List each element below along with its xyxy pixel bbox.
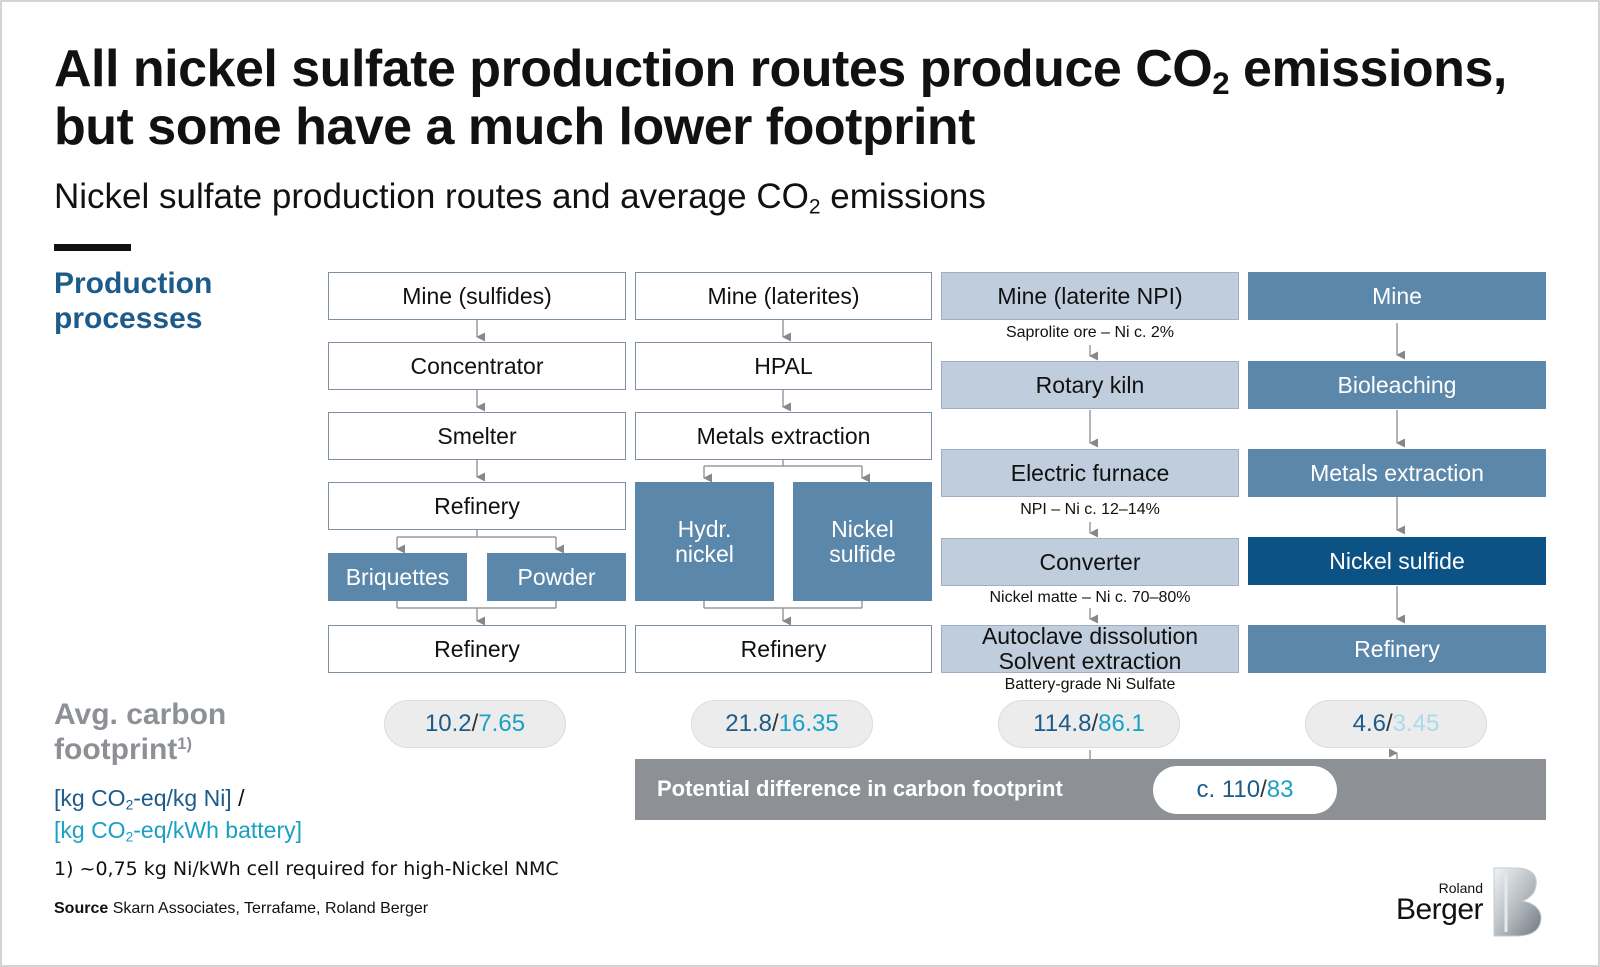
step-briquettes: Briquettes xyxy=(328,553,467,601)
step-mine-laterites: Mine (laterites) xyxy=(635,272,932,320)
footprint-sulfides: 10.2 / 7.65 xyxy=(384,700,566,748)
source-note: Source Skarn Associates, Terrafame, Rola… xyxy=(54,900,429,917)
unit-kg-ni: [kg CO2-eq/kg Ni] / xyxy=(54,785,245,813)
step-rotary-kiln: Rotary kiln xyxy=(941,361,1239,409)
note-battery-grade: Battery-grade Ni Sulfate xyxy=(1004,676,1176,693)
difference-value: c. 110 / 83 xyxy=(1153,766,1337,814)
step-hydr-nickel: Hydr. nickel xyxy=(635,482,774,601)
title-divider xyxy=(54,244,131,251)
production-processes-label: Production processes xyxy=(54,267,213,335)
note-nickel-matte: Nickel matte – Ni c. 70–80% xyxy=(989,589,1191,606)
step-nickel-sulfide-laterites: Nickel sulfide xyxy=(793,482,932,601)
step-concentrator: Concentrator xyxy=(328,342,626,390)
step-refinery-sulfides-1: Refinery xyxy=(328,482,626,530)
footprint-bio: 4.6 / 3.45 xyxy=(1305,700,1487,748)
difference-bar xyxy=(635,759,1546,820)
difference-label: Potential difference in carbon footprint xyxy=(657,776,1063,801)
step-mine-laterite-npi: Mine (laterite NPI) xyxy=(941,272,1239,320)
footprint-laterites: 21.8 / 16.35 xyxy=(691,700,873,748)
step-refinery-laterites: Refinery xyxy=(635,625,932,673)
step-hpal: HPAL xyxy=(635,342,932,390)
step-converter: Converter xyxy=(941,538,1239,586)
note-saprolite-ore: Saprolite ore – Ni c. 2% xyxy=(1005,324,1175,341)
step-mine-bio: Mine xyxy=(1248,272,1546,320)
step-nickel-sulfide-bio: Nickel sulfide xyxy=(1248,537,1546,585)
step-refinery-sulfides-2: Refinery xyxy=(328,625,626,673)
berger-b-mark-icon xyxy=(1493,867,1542,937)
step-smelter: Smelter xyxy=(328,412,626,460)
page-subtitle: Nickel sulfate production routes and ave… xyxy=(54,177,986,219)
footnote: 1) ~0,75 kg Ni/kWh cell required for hig… xyxy=(54,858,559,880)
step-metals-extraction-laterites: Metals extraction xyxy=(635,412,932,460)
unit-kwh-battery: [kg CO2-eq/kWh battery] xyxy=(54,817,302,845)
step-powder: Powder xyxy=(487,553,626,601)
page-title: All nickel sulfate production routes pro… xyxy=(54,40,1507,156)
note-npi: NPI – Ni c. 12–14% xyxy=(1020,501,1160,518)
step-electric-furnace: Electric furnace xyxy=(941,449,1239,497)
step-metals-extraction-bio: Metals extraction xyxy=(1248,449,1546,497)
step-bioleaching: Bioleaching xyxy=(1248,361,1546,409)
step-refinery-bio: Refinery xyxy=(1248,625,1546,673)
footprint-npi: 114.8 / 86.1 xyxy=(998,700,1180,748)
step-mine-sulfides: Mine (sulfides) xyxy=(328,272,626,320)
avg-carbon-footprint-label: Avg. carbon footprint1) xyxy=(54,698,227,766)
step-autoclave-solvent: Autoclave dissolution Solvent extraction xyxy=(941,624,1239,674)
